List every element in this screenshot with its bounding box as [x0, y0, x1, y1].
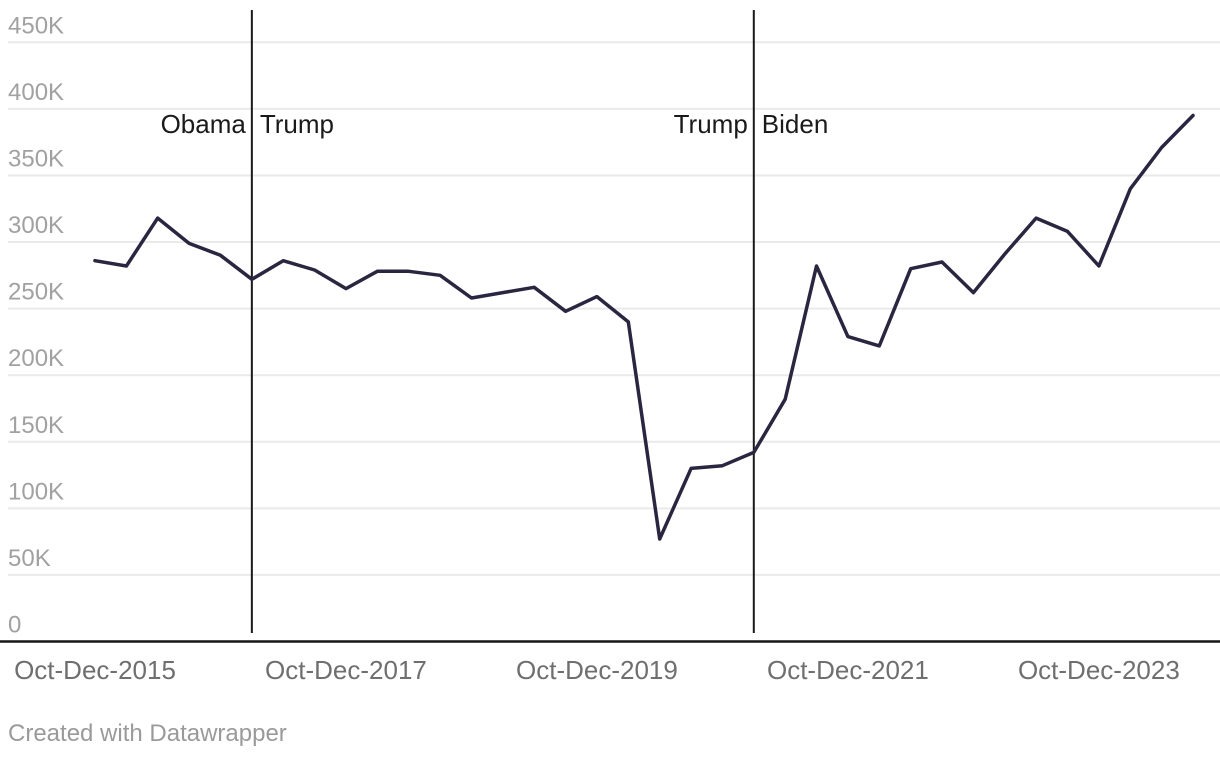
annotation-label-left: Obama: [161, 109, 247, 139]
y-axis-tick-label: 400K: [8, 79, 64, 106]
x-axis-tick-label: Oct-Dec-2017: [265, 655, 427, 685]
x-axis-tick-label: Oct-Dec-2015: [14, 655, 176, 685]
y-axis-tick-label: 0: [8, 612, 21, 639]
datawrapper-credit: Created with Datawrapper: [8, 720, 287, 747]
y-axis-tick-label: 150K: [8, 412, 64, 439]
y-axis-tick-label: 450K: [8, 12, 64, 39]
y-axis-tick-label: 200K: [8, 345, 64, 372]
x-axis-tick-label: Oct-Dec-2019: [516, 655, 678, 685]
annotation-label-right: Biden: [762, 109, 829, 139]
x-axis-tick-label: Oct-Dec-2023: [1018, 655, 1180, 685]
x-axis-tick-label: Oct-Dec-2021: [767, 655, 929, 685]
data-series-line: [93, 113, 1195, 541]
y-axis-tick-label: 250K: [8, 279, 64, 306]
annotation-label-left: Trump: [674, 109, 748, 139]
y-axis-tick-label: 100K: [8, 478, 64, 505]
y-axis-tick-label: 50K: [8, 545, 51, 572]
y-axis-tick-label: 350K: [8, 145, 64, 172]
y-axis-tick-label: 300K: [8, 212, 64, 239]
annotation-label-right: Trump: [260, 109, 334, 139]
